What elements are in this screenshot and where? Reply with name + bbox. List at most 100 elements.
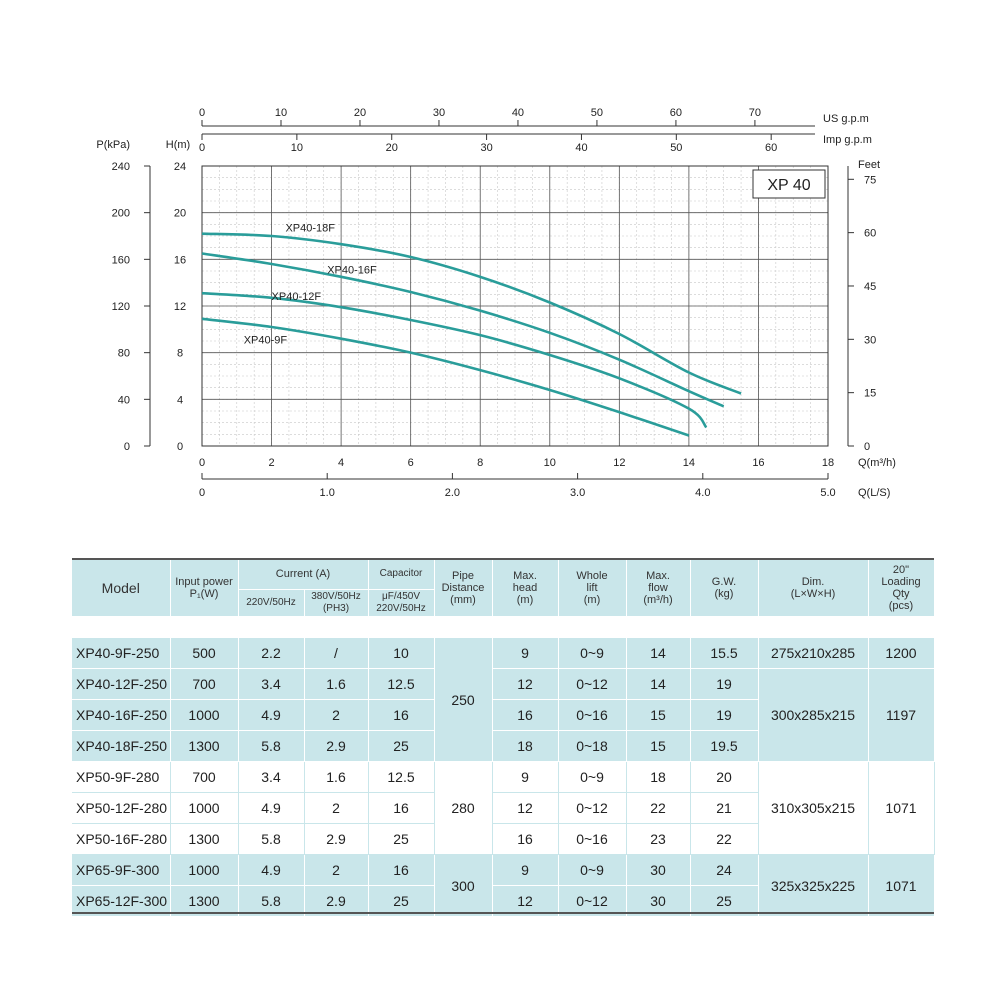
row-max-head: 9: [492, 854, 559, 886]
row-current-3ph: 2.9: [304, 823, 369, 855]
header-max-head-c: (m): [516, 594, 534, 606]
row-capacitor: 25: [368, 885, 435, 917]
x-tick-label: 12: [613, 457, 625, 469]
ls-tick-label: 3.0: [570, 487, 585, 499]
row-gw: 19: [690, 668, 759, 700]
kpa-tick-label: 240: [112, 161, 130, 173]
x-tick-label: 4: [338, 457, 344, 469]
header-current: Current (A): [238, 560, 369, 590]
header-current-3ph-a: 380V/50Hz: [311, 590, 361, 602]
chart-series: [201, 232, 742, 437]
us-tick-label: 0: [199, 107, 205, 119]
pipe-distance-cell: 280: [434, 761, 493, 855]
x-tick-label: 2: [268, 457, 274, 469]
x-tick-label: 16: [752, 457, 764, 469]
row-max-flow: 18: [626, 761, 691, 793]
row-whole-lift: 0~12: [558, 792, 627, 824]
ls-tick-label: 2.0: [445, 487, 460, 499]
row-capacitor: 25: [368, 730, 435, 762]
row-gw: 22: [690, 823, 759, 855]
chart-labels: 0 2 4 6 8 10 12 14 16 18 Q(m³/h)0 1.0 2.0 3.0 4.0 5.0 Q(…: [96, 107, 896, 499]
row-current-3ph: 2: [304, 699, 369, 731]
imp-tick-label: 60: [765, 142, 777, 154]
kpa-tick-label: 120: [112, 301, 130, 313]
us-tick-label: 70: [749, 107, 761, 119]
table-top-rule: [72, 558, 934, 560]
feet-tick-label: 45: [864, 281, 876, 293]
kpa-tick-label: 80: [118, 348, 130, 360]
row-model: XP50-9F-280: [72, 761, 171, 793]
header-current-3ph: 380V/50Hz (PH3): [304, 589, 369, 617]
loading-cell: 1197: [868, 668, 935, 762]
header-input-power: Input power P₁(W): [170, 560, 239, 617]
header-max-head-b: head: [512, 582, 538, 594]
row-gw: 21: [690, 792, 759, 824]
chart-grid: [201, 165, 829, 447]
header-capacitor-unit: μF/450V 220V/50Hz: [368, 589, 435, 617]
spec-table: Model Input power P₁(W) Current (A) Capa…: [72, 560, 935, 917]
header-dim: Dim. (L×W×H): [758, 560, 869, 617]
row-max-flow: 14: [626, 668, 691, 700]
header-model: Model: [72, 560, 171, 617]
imp-axis-label: Imp g.p.m: [823, 134, 872, 146]
row-power: 1000: [170, 854, 239, 886]
feet-tick-label: 15: [864, 388, 876, 400]
row-max-head: 12: [492, 885, 559, 917]
header-pipe-a: Pipe: [451, 570, 475, 582]
ls-axis-label: Q(L/S): [858, 487, 890, 499]
header-loading-qty: 20" Loading Qty (pcs): [868, 560, 935, 617]
row-model: XP40-18F-250: [72, 730, 171, 762]
row-whole-lift: 0~9: [558, 854, 627, 886]
row-power: 1000: [170, 699, 239, 731]
pipe-distance-cell: 300: [434, 854, 493, 917]
ls-tick-label: 1.0: [320, 487, 335, 499]
header-capacitor-volt: 220V/50Hz: [376, 602, 426, 614]
row-max-flow: 15: [626, 699, 691, 731]
loading-cell: 1071: [868, 761, 935, 855]
loading-cell: 1071: [868, 854, 935, 917]
row-max-flow: 30: [626, 854, 691, 886]
table-gap: [72, 616, 934, 638]
series-label: XP40-12F: [272, 291, 322, 303]
ls-tick-label: 5.0: [820, 487, 835, 499]
row-max-head: 12: [492, 668, 559, 700]
row-whole-lift: 0~9: [558, 637, 627, 669]
feet-axis-label: Feet: [858, 159, 880, 171]
y-tick-label: 4: [177, 394, 183, 406]
feet-tick-label: 60: [864, 228, 876, 240]
kpa-tick-label: 160: [112, 254, 130, 266]
row-model: XP40-16F-250: [72, 699, 171, 731]
row-power: 700: [170, 761, 239, 793]
us-axis-label: US g.p.m: [823, 113, 869, 125]
feet-tick-label: 30: [864, 334, 876, 346]
us-tick-label: 20: [354, 107, 366, 119]
y-tick-label: 20: [174, 208, 186, 220]
row-capacitor: 12.5: [368, 761, 435, 793]
row-whole-lift: 0~12: [558, 668, 627, 700]
model-box-label: XP 40: [767, 177, 810, 194]
table-row: XP65-12F-300 1300 5.8 2.9 25 12 0~12 30 …: [72, 885, 934, 917]
table-row: XP50-16F-280 1300 5.8 2.9 25 16 0~16 23 …: [72, 823, 934, 855]
header-loading-a: 20": [892, 564, 910, 576]
header-loading-d: (pcs): [888, 600, 914, 612]
table-row: XP50-12F-280 1000 4.9 2 16 12 0~12 22 21: [72, 792, 934, 824]
us-tick-label: 50: [591, 107, 603, 119]
header-pipe-c: (mm): [450, 594, 476, 606]
us-tick-label: 60: [670, 107, 682, 119]
row-whole-lift: 0~16: [558, 823, 627, 855]
header-max-head-a: Max.: [513, 570, 537, 582]
header-max-flow-a: Max.: [646, 570, 670, 582]
row-capacitor: 12.5: [368, 668, 435, 700]
row-model: XP50-12F-280: [72, 792, 171, 824]
row-capacitor: 25: [368, 823, 435, 855]
series-label: XP40-9F: [244, 334, 288, 346]
series-line-xp40-16f: [201, 252, 725, 408]
us-tick-label: 10: [275, 107, 287, 119]
row-current-1ph: 4.9: [238, 854, 305, 886]
row-current-3ph: 2.9: [304, 730, 369, 762]
series-line-xp40-9f: [201, 317, 690, 437]
dim-cell: 325x325x225: [758, 854, 869, 917]
header-whole-lift: Whole lift (m): [558, 560, 627, 617]
table-row: XP40-18F-250 1300 5.8 2.9 25 18 0~18 15 …: [72, 730, 934, 762]
x-tick-label: 14: [683, 457, 695, 469]
